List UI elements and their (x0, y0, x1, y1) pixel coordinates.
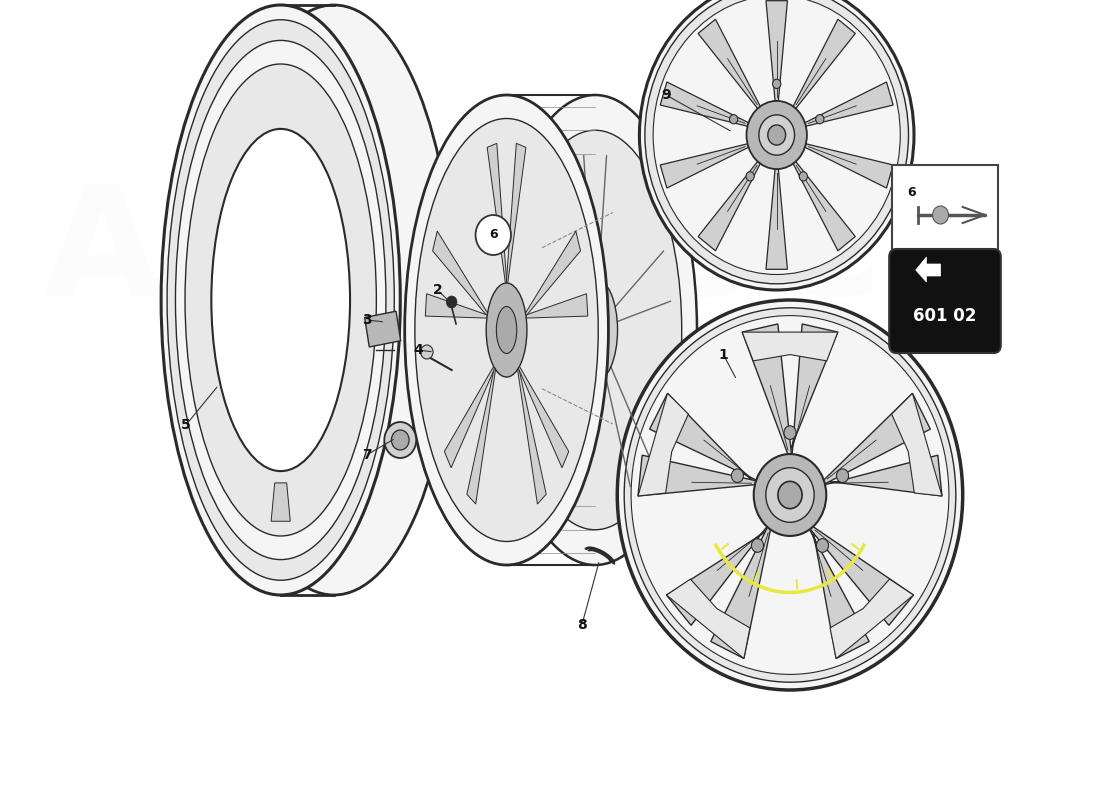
Circle shape (645, 0, 909, 284)
Circle shape (816, 538, 828, 552)
Ellipse shape (161, 5, 400, 595)
Polygon shape (432, 231, 490, 318)
Circle shape (653, 0, 900, 274)
Polygon shape (766, 1, 788, 101)
Ellipse shape (211, 129, 350, 471)
Polygon shape (660, 82, 748, 126)
Polygon shape (698, 19, 760, 109)
Circle shape (732, 469, 744, 482)
Ellipse shape (268, 138, 399, 462)
Polygon shape (824, 394, 931, 484)
Text: 7: 7 (362, 448, 372, 462)
Circle shape (392, 430, 409, 450)
Circle shape (475, 215, 512, 255)
FancyBboxPatch shape (889, 249, 1001, 353)
Polygon shape (506, 143, 526, 288)
Polygon shape (650, 394, 756, 484)
Polygon shape (638, 455, 756, 496)
Polygon shape (916, 257, 940, 282)
Polygon shape (524, 231, 581, 318)
Polygon shape (426, 294, 490, 318)
Polygon shape (517, 363, 547, 504)
Circle shape (420, 345, 433, 359)
Circle shape (754, 454, 826, 536)
Bar (365, 311, 400, 347)
Circle shape (778, 482, 802, 509)
Ellipse shape (493, 95, 697, 565)
Polygon shape (805, 144, 893, 188)
Ellipse shape (185, 64, 376, 536)
Ellipse shape (496, 306, 517, 354)
Circle shape (933, 206, 948, 224)
Polygon shape (698, 162, 760, 250)
Circle shape (768, 125, 785, 145)
Circle shape (836, 469, 848, 482)
Polygon shape (517, 363, 569, 468)
Text: 2: 2 (432, 283, 442, 297)
Text: AUTODOC
PARTS: AUTODOC PARTS (42, 179, 882, 501)
Polygon shape (742, 332, 838, 361)
Polygon shape (444, 363, 496, 468)
Polygon shape (793, 162, 856, 250)
Circle shape (759, 115, 794, 155)
Circle shape (624, 308, 956, 682)
Polygon shape (789, 324, 838, 454)
Polygon shape (660, 144, 748, 188)
FancyBboxPatch shape (892, 165, 998, 250)
Polygon shape (830, 579, 913, 658)
Circle shape (751, 538, 763, 552)
Polygon shape (487, 143, 507, 288)
Circle shape (617, 300, 962, 690)
Text: 601 02: 601 02 (913, 307, 977, 325)
Ellipse shape (573, 278, 617, 382)
Ellipse shape (405, 95, 608, 565)
Text: 4: 4 (414, 343, 422, 357)
Polygon shape (667, 579, 750, 658)
Circle shape (384, 422, 416, 458)
Ellipse shape (176, 40, 386, 560)
Polygon shape (810, 526, 913, 626)
Ellipse shape (167, 20, 394, 580)
Ellipse shape (214, 5, 453, 595)
Ellipse shape (508, 130, 682, 530)
Circle shape (784, 426, 796, 439)
Polygon shape (638, 394, 689, 496)
Polygon shape (711, 527, 770, 658)
Circle shape (729, 114, 738, 124)
Text: 6: 6 (906, 186, 915, 199)
Polygon shape (466, 363, 496, 504)
Text: 6: 6 (490, 229, 497, 242)
Polygon shape (766, 169, 788, 270)
Circle shape (766, 468, 814, 522)
Ellipse shape (486, 283, 527, 377)
Circle shape (746, 172, 755, 181)
Circle shape (747, 101, 807, 169)
Circle shape (800, 172, 807, 181)
Text: 1: 1 (718, 348, 728, 362)
Text: 5: 5 (182, 418, 190, 432)
Circle shape (447, 296, 456, 308)
Ellipse shape (415, 118, 598, 542)
Circle shape (631, 315, 949, 674)
Polygon shape (892, 394, 942, 496)
Polygon shape (271, 483, 290, 522)
Polygon shape (810, 527, 869, 658)
Polygon shape (793, 19, 856, 109)
Polygon shape (824, 455, 942, 496)
Polygon shape (667, 526, 770, 626)
Circle shape (816, 114, 824, 124)
Polygon shape (742, 324, 791, 454)
Text: 9: 9 (661, 88, 671, 102)
Text: 3: 3 (362, 313, 372, 327)
Circle shape (772, 79, 781, 89)
Text: 8: 8 (578, 618, 586, 632)
Text: a passion for parts since 1985: a passion for parts since 1985 (452, 449, 720, 551)
Polygon shape (524, 294, 587, 318)
Circle shape (639, 0, 914, 290)
Polygon shape (805, 82, 893, 126)
